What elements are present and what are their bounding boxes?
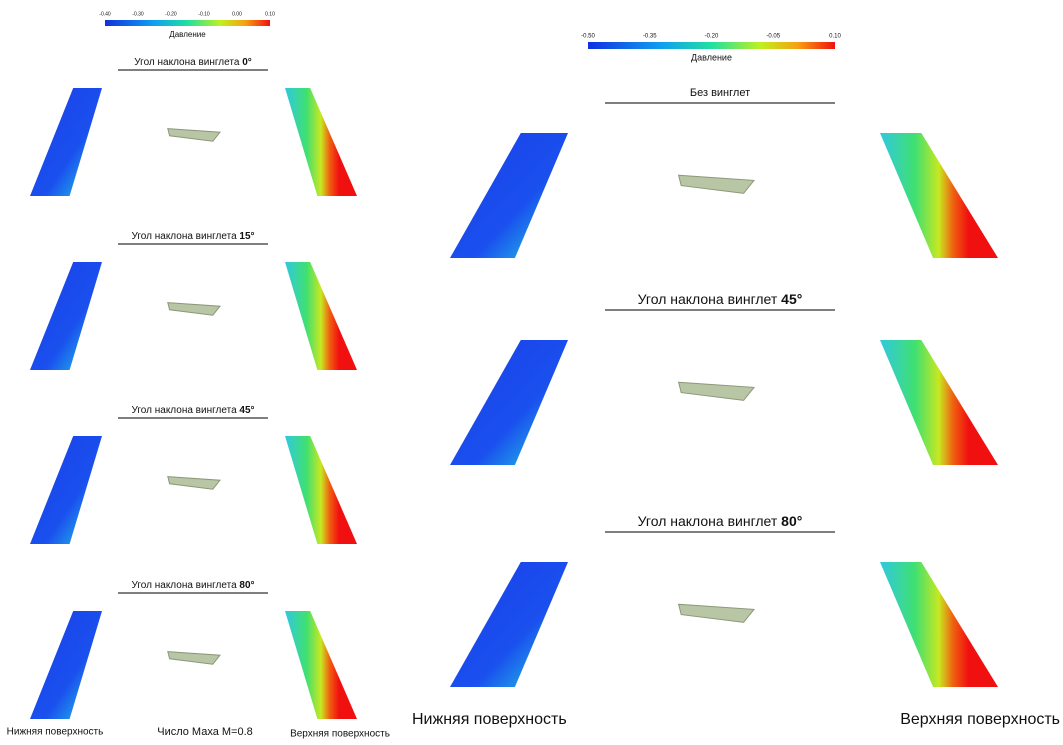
title-text: Угол наклона винглет <box>638 513 782 529</box>
section-title: Угол наклона винглет 45° <box>638 291 803 307</box>
wing-model <box>679 175 754 193</box>
page: Распределение давления html, body { marg… <box>0 0 1063 740</box>
colorbar-tick-label: -0.20 <box>165 11 177 17</box>
wing-model <box>679 382 754 400</box>
title-text: Угол наклона винглет <box>638 291 782 307</box>
upper-surface <box>880 133 998 258</box>
upper-surface <box>285 436 357 544</box>
wing-model <box>168 129 220 142</box>
wing-model <box>168 652 220 665</box>
section-title: Угол наклона винглет 80° <box>638 513 803 529</box>
section-title: Угол наклона винглета 0° <box>134 57 252 68</box>
title-angle: 80° <box>239 580 254 591</box>
upper-surface <box>285 611 357 719</box>
upper-surface <box>285 88 357 196</box>
colorbar-tick-label: -0.30 <box>132 11 144 17</box>
lower-surface <box>30 611 102 719</box>
colorbar-label: Давление <box>691 52 732 62</box>
upper-surface <box>285 262 357 370</box>
title-text: Угол наклона винглета <box>131 405 239 416</box>
lower-surface <box>450 133 568 258</box>
colorbar-tick-label: -0.50 <box>581 34 595 40</box>
wing-model <box>168 303 220 316</box>
title-text: Угол наклона винглета <box>131 231 239 242</box>
title-text: Угол наклона винглета <box>131 580 239 591</box>
title-text: Без винглет <box>690 87 750 99</box>
colorbar <box>105 20 270 26</box>
lower-surface <box>450 562 568 687</box>
title-text: Угол наклона винглета <box>134 57 242 68</box>
title-angle: 15° <box>239 231 254 242</box>
section-title: Без винглет <box>690 87 750 99</box>
figure: -0.40 -0.30 -0.20 -0.10 0.00 0.10 Давление Угол… <box>0 0 1063 740</box>
lower-surface <box>450 340 568 465</box>
footer-mach: Число Маха M=0.8 <box>157 726 253 738</box>
wing-model <box>679 604 754 622</box>
title-angle: 45° <box>239 405 254 416</box>
colorbar-tick-label: -0.20 <box>705 34 719 40</box>
footer-lower: Нижняя поверхность <box>412 711 567 728</box>
lower-surface <box>30 88 102 196</box>
page-body: { "left_panel": { "colorbar": {"ticks": … <box>0 0 1063 740</box>
title-angle: 0° <box>242 57 252 68</box>
footer-upper: Верхняя поверхность <box>290 729 390 740</box>
colorbar-tick-label: 0.10 <box>265 11 275 17</box>
footer-lower: Нижняя поверхность <box>7 727 104 738</box>
colorbar-tick-label: 0.00 <box>232 11 242 17</box>
wing-model <box>168 477 220 490</box>
lower-surface <box>30 436 102 544</box>
colorbar-tick-label: -0.40 <box>99 11 111 17</box>
section-title: Угол наклона винглета 80° <box>131 580 254 591</box>
title-angle: 45° <box>781 291 802 307</box>
footer-upper: Верхняя поверхность <box>900 711 1060 728</box>
upper-surface <box>880 340 998 465</box>
colorbar-tick-label: -0.10 <box>198 11 210 17</box>
title-angle: 80° <box>781 513 802 529</box>
colorbar-tick-label: -0.35 <box>643 34 657 40</box>
lower-surface <box>30 262 102 370</box>
colorbar-label: Давление <box>169 30 206 39</box>
colorbar-tick-label: 0.10 <box>829 34 841 40</box>
section-title: Угол наклона винглета 15° <box>131 231 254 242</box>
colorbar <box>588 42 835 49</box>
upper-surface <box>880 562 998 687</box>
section-title: Угол наклона винглета 45° <box>131 405 254 416</box>
colorbar-tick-label: -0.05 <box>766 34 780 40</box>
